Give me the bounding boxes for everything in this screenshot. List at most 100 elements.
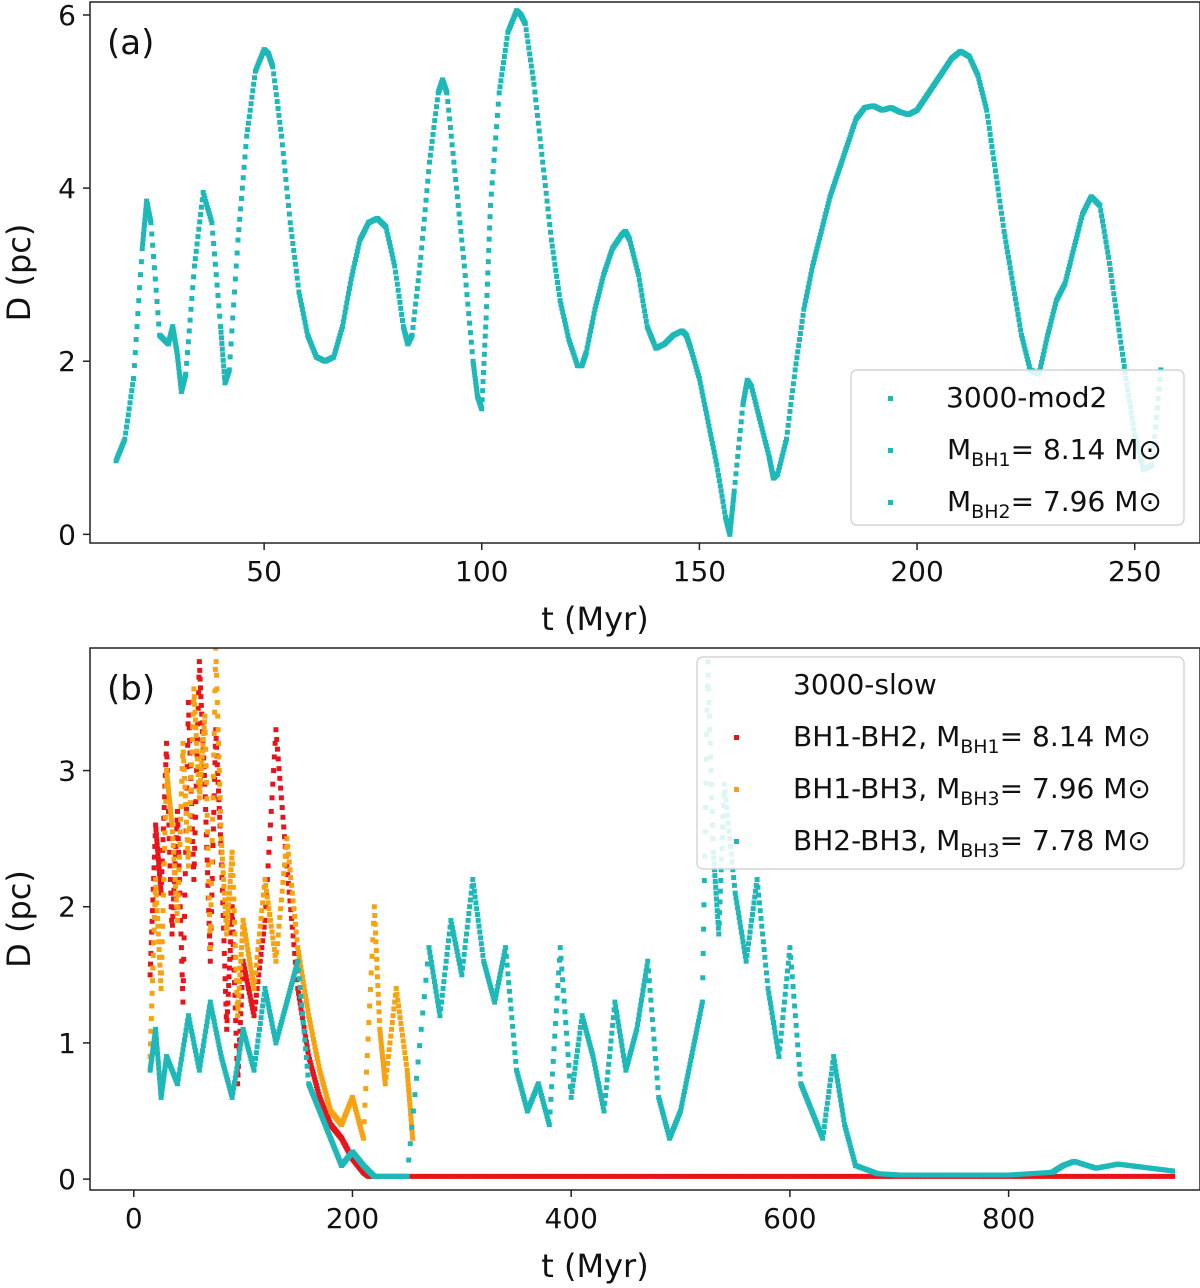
data-point — [560, 309, 566, 315]
data-point — [226, 974, 232, 980]
data-point — [487, 202, 493, 208]
data-point — [538, 144, 544, 150]
data-point — [376, 1009, 382, 1015]
data-point — [131, 363, 137, 369]
data-point — [290, 241, 296, 247]
data-point — [257, 965, 263, 971]
data-point — [1104, 244, 1110, 250]
data-point — [249, 1001, 255, 1007]
data-point — [215, 713, 221, 719]
x-tick-label: 150 — [673, 555, 726, 588]
data-point — [728, 523, 734, 529]
data-point — [198, 212, 204, 218]
data-point — [561, 317, 567, 323]
data-point — [171, 863, 177, 869]
data-point — [197, 219, 203, 225]
data-point — [849, 1151, 855, 1157]
data-point — [209, 859, 215, 865]
data-point — [353, 253, 359, 259]
data-point — [249, 1058, 255, 1064]
data-point — [567, 339, 573, 345]
data-point — [830, 183, 836, 189]
data-point — [787, 945, 793, 951]
data-point — [467, 1173, 473, 1179]
data-point — [797, 337, 803, 343]
data-point — [151, 265, 157, 271]
data-point — [235, 1006, 241, 1012]
data-point — [637, 282, 643, 288]
data-point — [185, 699, 191, 705]
data-point — [763, 440, 769, 446]
data-point — [312, 1044, 318, 1050]
data-point — [423, 197, 429, 203]
data-point — [267, 912, 273, 918]
data-point — [599, 279, 605, 285]
data-point — [697, 380, 703, 386]
data-point — [382, 1081, 388, 1087]
data-point — [216, 805, 222, 811]
data-point — [1050, 311, 1056, 317]
legend-entry-label: BH1-BH2, MBH1= 8.14 M⊙ — [793, 720, 1151, 758]
data-point — [153, 822, 159, 828]
data-point — [472, 376, 478, 382]
data-point — [756, 412, 762, 418]
data-point — [230, 861, 236, 867]
data-point — [603, 264, 609, 270]
data-point — [588, 1173, 594, 1179]
data-point — [489, 990, 495, 996]
data-point — [223, 1071, 229, 1077]
data-point — [162, 794, 168, 800]
data-point — [1120, 357, 1126, 363]
data-point — [333, 345, 339, 351]
data-point — [285, 851, 291, 857]
data-point — [259, 1009, 265, 1015]
data-point — [469, 349, 475, 355]
data-point — [947, 1172, 953, 1178]
data-point — [292, 254, 298, 260]
data-point — [421, 994, 427, 1000]
data-point — [189, 736, 195, 742]
data-point — [983, 104, 989, 110]
data-point — [333, 348, 339, 354]
legend-entry-value: = 7.78 M⊙ — [1000, 824, 1151, 857]
data-point — [746, 935, 752, 941]
data-point — [299, 306, 305, 312]
data-point — [943, 1172, 949, 1178]
data-point — [273, 1040, 279, 1046]
data-point — [447, 125, 453, 131]
data-point — [1073, 239, 1079, 245]
data-point — [697, 1173, 703, 1179]
data-point — [624, 1064, 630, 1070]
data-point — [596, 1085, 602, 1091]
data-point — [311, 1074, 317, 1080]
data-point — [756, 1173, 762, 1179]
data-point — [459, 972, 465, 978]
data-point — [305, 1072, 311, 1078]
data-point — [738, 419, 744, 425]
data-point — [211, 241, 217, 247]
data-point — [262, 985, 268, 991]
data-point — [541, 1173, 547, 1179]
data-point — [757, 419, 763, 425]
data-point — [155, 856, 161, 862]
data-point — [141, 222, 147, 228]
data-point — [260, 938, 266, 944]
data-point — [556, 1173, 562, 1179]
data-point — [373, 930, 379, 936]
data-point — [387, 1040, 393, 1046]
data-point — [326, 1102, 332, 1108]
data-point — [713, 896, 719, 902]
data-point — [435, 998, 441, 1004]
data-point — [386, 240, 392, 246]
data-point — [574, 1048, 580, 1054]
panel-b-frame — [89, 647, 1200, 1191]
data-point — [338, 330, 344, 336]
data-point — [128, 394, 134, 400]
data-point — [454, 194, 460, 200]
data-point — [799, 318, 805, 324]
data-point — [594, 299, 600, 305]
data-point — [251, 1013, 257, 1019]
data-point — [324, 1093, 330, 1099]
data-point — [231, 896, 237, 902]
data-point — [184, 360, 190, 366]
